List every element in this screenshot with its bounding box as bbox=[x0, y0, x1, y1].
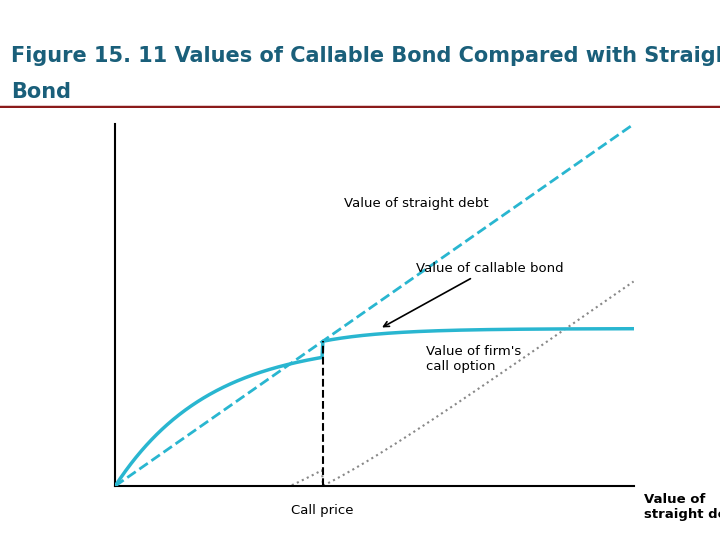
Text: Value of straight debt: Value of straight debt bbox=[343, 197, 488, 210]
Text: Bond: Bond bbox=[11, 83, 71, 103]
Text: Figure 15. 11 Values of Callable Bond Compared with Straight: Figure 15. 11 Values of Callable Bond Co… bbox=[11, 46, 720, 66]
Text: 28: 28 bbox=[690, 516, 709, 530]
Text: Value of firm's
call option: Value of firm's call option bbox=[426, 346, 521, 373]
Text: Call price: Call price bbox=[292, 504, 354, 517]
Text: Value of callable bond: Value of callable bond bbox=[384, 261, 564, 327]
Text: Copyright © 2017  McGraw-Hill Education. All rights reserved. No reproduction or: Copyright © 2017 McGraw-Hill Education. … bbox=[11, 518, 601, 528]
Text: Value of
straight debt: Value of straight debt bbox=[644, 493, 720, 521]
